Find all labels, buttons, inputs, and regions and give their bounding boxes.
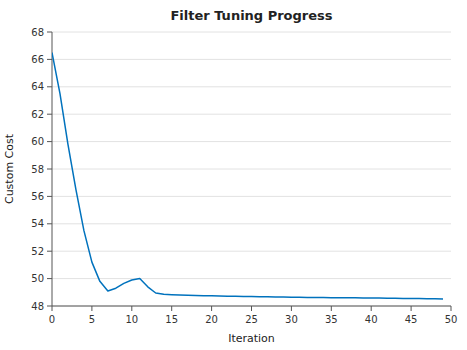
- y-tick: [47, 141, 52, 142]
- x-tick: [251, 306, 252, 311]
- x-tick-label: 30: [285, 314, 298, 325]
- x-tick: [211, 306, 212, 311]
- grid-line: [52, 169, 451, 170]
- y-tick: [47, 86, 52, 87]
- y-tick: [47, 169, 52, 170]
- y-tick-label: 64: [31, 81, 44, 92]
- title: Filter Tuning Progress: [170, 8, 332, 23]
- x-tick-label: 20: [205, 314, 218, 325]
- grid-line: [52, 86, 451, 87]
- grid-line: [52, 32, 451, 33]
- y-tick-label: 54: [31, 218, 44, 229]
- y-tick-label: 68: [31, 27, 44, 38]
- grid-line: [52, 278, 451, 279]
- grid-line: [52, 59, 451, 60]
- y-tick-label: 58: [31, 164, 44, 175]
- grid: [52, 32, 451, 306]
- grid-line: [52, 141, 451, 142]
- x-tick: [411, 306, 412, 311]
- y-tick-label: 66: [31, 54, 44, 65]
- chart: 0 5 10 15 20 25 30 35 40 45 50 48 50 52 54 56 58 60 62 64 66…: [0, 0, 467, 350]
- x-tick-label: 40: [365, 314, 378, 325]
- y-tick: [47, 251, 52, 252]
- y-axis: 48 50 52 54 56 58 60 62 64 66 68: [31, 27, 52, 312]
- grid-line: [52, 251, 451, 252]
- y-tick: [47, 114, 52, 115]
- y-axis-label: Custom Cost: [3, 133, 16, 204]
- y-tick: [47, 223, 52, 224]
- y-tick-label: 48: [31, 301, 44, 312]
- x-tick: [91, 306, 92, 311]
- grid-line: [52, 114, 451, 115]
- y-tick-label: 56: [31, 191, 44, 202]
- y-tick: [47, 196, 52, 197]
- y-tick: [47, 59, 52, 60]
- x-tick: [131, 306, 132, 311]
- x-axis-label: Iteration: [228, 332, 275, 345]
- grid-line: [52, 223, 451, 224]
- x-axis: 0 5 10 15 20 25 30 35 40 45 50: [49, 306, 458, 325]
- plot-background: [52, 32, 451, 306]
- y-tick: [47, 306, 52, 307]
- x-tick-label: 45: [405, 314, 418, 325]
- plot-area: [52, 53, 443, 299]
- x-tick-label: 10: [125, 314, 138, 325]
- line: [52, 53, 443, 299]
- y-tick: [47, 278, 52, 279]
- x-tick-label: 25: [245, 314, 258, 325]
- x-tick-label: 35: [325, 314, 338, 325]
- x-tick: [451, 306, 452, 311]
- x-tick: [52, 306, 53, 311]
- x-tick: [331, 306, 332, 311]
- y-tick-label: 52: [31, 246, 44, 257]
- x-tick-label: 0: [49, 314, 55, 325]
- y-tick-label: 60: [31, 136, 44, 147]
- x-tick-label: 50: [445, 314, 458, 325]
- x-tick: [371, 306, 372, 311]
- y-tick-label: 50: [31, 273, 44, 284]
- x-tick: [171, 306, 172, 311]
- x-tick-label: 5: [89, 314, 95, 325]
- y-tick-label: 62: [31, 109, 44, 120]
- x-tick-label: 15: [165, 314, 178, 325]
- x-tick: [291, 306, 292, 311]
- grid-line: [52, 196, 451, 197]
- y-tick: [47, 32, 52, 33]
